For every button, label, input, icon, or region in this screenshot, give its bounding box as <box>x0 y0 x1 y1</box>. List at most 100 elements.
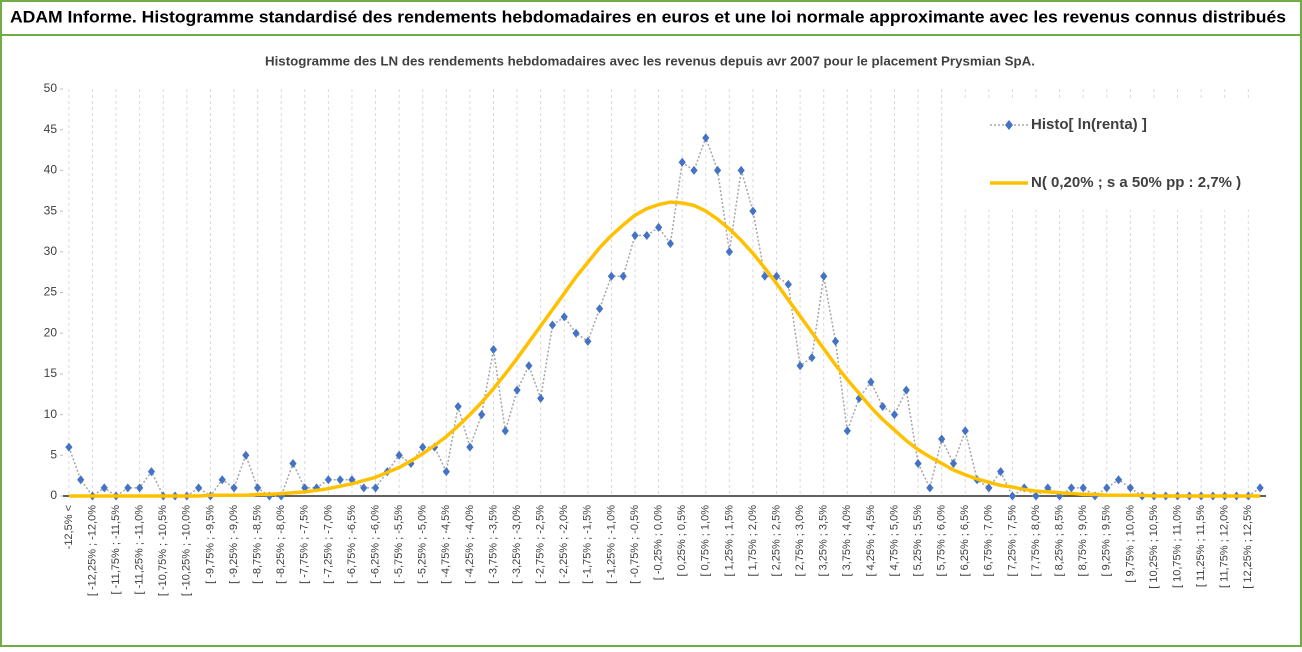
chart-title: Histogramme des LN des rendements hebdom… <box>265 53 1035 68</box>
y-tick-label: 40 <box>44 163 58 177</box>
data-point <box>1114 475 1123 485</box>
data-point <box>230 483 238 493</box>
legend-label: N( 0,20% ; s a 50% pp : 2,7% ) <box>1031 174 1241 191</box>
x-tick-label: [ -4,75% ; -4,5% <box>440 505 452 584</box>
x-tick-label: [ -5,75% ; -5,5% <box>393 505 405 584</box>
data-point <box>254 483 262 493</box>
data-point <box>324 475 332 485</box>
y-tick-label: 0 <box>50 488 57 502</box>
data-point <box>336 475 344 485</box>
data-point <box>289 458 297 468</box>
data-point <box>902 385 910 395</box>
x-tick-label: [ 0,75% ; 1,0% <box>700 505 712 577</box>
x-tick-label: [ -3,75% ; -3,5% <box>487 505 499 584</box>
x-tick-label: [ 10,75% ; 11,0% <box>1171 505 1183 588</box>
x-tick-label: [ -8,25% ; -8,0% <box>275 505 287 584</box>
data-point <box>1126 483 1134 493</box>
y-tick-label: 45 <box>44 122 58 136</box>
x-tick-label: [ -12,25% ; -12,0% <box>86 505 98 596</box>
x-tick-label: [ 1,75% ; 2,0% <box>747 505 759 577</box>
x-tick-label: [ 5,25% ; 5,5% <box>912 505 924 577</box>
x-tick-label: [ -3,25% ; -3,0% <box>511 505 523 584</box>
data-point <box>65 442 73 452</box>
data-point <box>348 475 356 485</box>
data-point <box>537 393 545 403</box>
legend-label: Histo[ ln(renta) ] <box>1031 116 1147 133</box>
data-point <box>395 450 403 460</box>
data-point <box>997 467 1005 477</box>
x-tick-label: [ -11,75% ; -11,5% <box>110 505 122 595</box>
data-point <box>218 475 226 485</box>
data-point <box>489 344 498 354</box>
x-tick-label: [ -6,25% ; -6,0% <box>369 505 381 584</box>
y-tick-label: 20 <box>44 325 58 339</box>
y-tick-label: 25 <box>44 285 58 299</box>
x-tick-label: [ 10,25% ; 10,5% <box>1148 505 1160 589</box>
data-point <box>371 483 380 493</box>
x-tick-label: [ 12,25% ; 12,5% <box>1242 505 1254 589</box>
x-tick-label: [ 3,25% ; 3,5% <box>818 505 830 577</box>
x-tick-label: [ 2,25% ; 2,5% <box>770 505 782 577</box>
x-tick-label: [ -2,75% ; -2,5% <box>535 505 547 584</box>
series-line <box>68 200 1261 498</box>
x-tick-label: [ 6,25% ; 6,5% <box>959 505 971 577</box>
x-tick-label: [ -6,75% ; -6,5% <box>346 505 358 584</box>
data-point <box>1044 483 1052 493</box>
x-tick-label: [ 2,75% ; 3,0% <box>794 505 806 577</box>
data-point <box>713 165 722 175</box>
x-tick-label: [ -0,25% ; 0,0% <box>653 505 665 580</box>
data-point <box>619 271 627 281</box>
data-point <box>938 434 946 444</box>
x-tick-label: [ -9,75% ; -9,5% <box>204 505 216 584</box>
data-point <box>100 483 108 493</box>
x-tick-label: [ 6,75% ; 7,0% <box>983 505 995 577</box>
data-point <box>147 467 156 477</box>
x-tick-label: [ -2,25% ; -2,0% <box>558 505 570 584</box>
data-point <box>666 239 674 249</box>
data-point <box>926 483 934 493</box>
data-point <box>572 328 580 338</box>
x-tick-label: [ 3,75% ; 4,0% <box>841 505 853 577</box>
data-point <box>690 165 698 175</box>
data-point <box>961 426 969 436</box>
data-point <box>949 458 958 468</box>
data-point <box>136 483 144 493</box>
data-point <box>548 320 557 330</box>
x-tick-label: [ -1,25% ; -1,0% <box>605 505 617 584</box>
x-tick-label: -12,5% < <box>63 505 75 549</box>
y-tick-label: 50 <box>44 81 58 95</box>
data-point <box>560 312 568 322</box>
data-point <box>478 410 486 420</box>
x-tick-label: [ 5,75% ; 6,0% <box>936 505 948 577</box>
x-tick-label: [ -7,25% ; -7,0% <box>322 505 334 584</box>
data-point <box>843 426 851 436</box>
page-title: ADAM Informe. Histogramme standardisé de… <box>10 7 1286 26</box>
data-point <box>1103 483 1111 493</box>
x-tick-label: [ -11,25% ; -11,0% <box>134 505 146 595</box>
data-point <box>796 361 804 371</box>
data-point <box>831 336 840 346</box>
data-point <box>1067 483 1075 493</box>
y-tick-label: 30 <box>44 244 58 258</box>
x-tick-label: [ 7,75% ; 8,0% <box>1030 505 1042 577</box>
data-point <box>242 450 250 460</box>
data-point <box>761 271 769 281</box>
x-tick-label: [ -7,75% ; -7,5% <box>299 505 311 584</box>
x-tick-label: [ 0,25% ; 0,5% <box>676 505 688 577</box>
data-point <box>360 483 368 493</box>
data-point <box>513 385 521 395</box>
data-point <box>985 483 993 493</box>
data-point <box>808 353 816 363</box>
x-tick-label: [ 11,25% ; 11,5% <box>1195 505 1207 587</box>
x-tick-label: [ -0,75% ; -0,5% <box>629 505 641 584</box>
x-tick-label: [ 8,75% ; 9,0% <box>1077 505 1089 577</box>
data-point <box>1079 483 1087 493</box>
x-tick-label: [ -10,75% ; -10,5% <box>157 505 169 596</box>
data-point <box>596 304 604 314</box>
data-point <box>879 401 887 411</box>
data-point <box>772 271 781 281</box>
data-point <box>784 279 792 289</box>
x-tick-label: [ 4,25% ; 4,5% <box>865 505 877 577</box>
data-point <box>643 231 651 241</box>
